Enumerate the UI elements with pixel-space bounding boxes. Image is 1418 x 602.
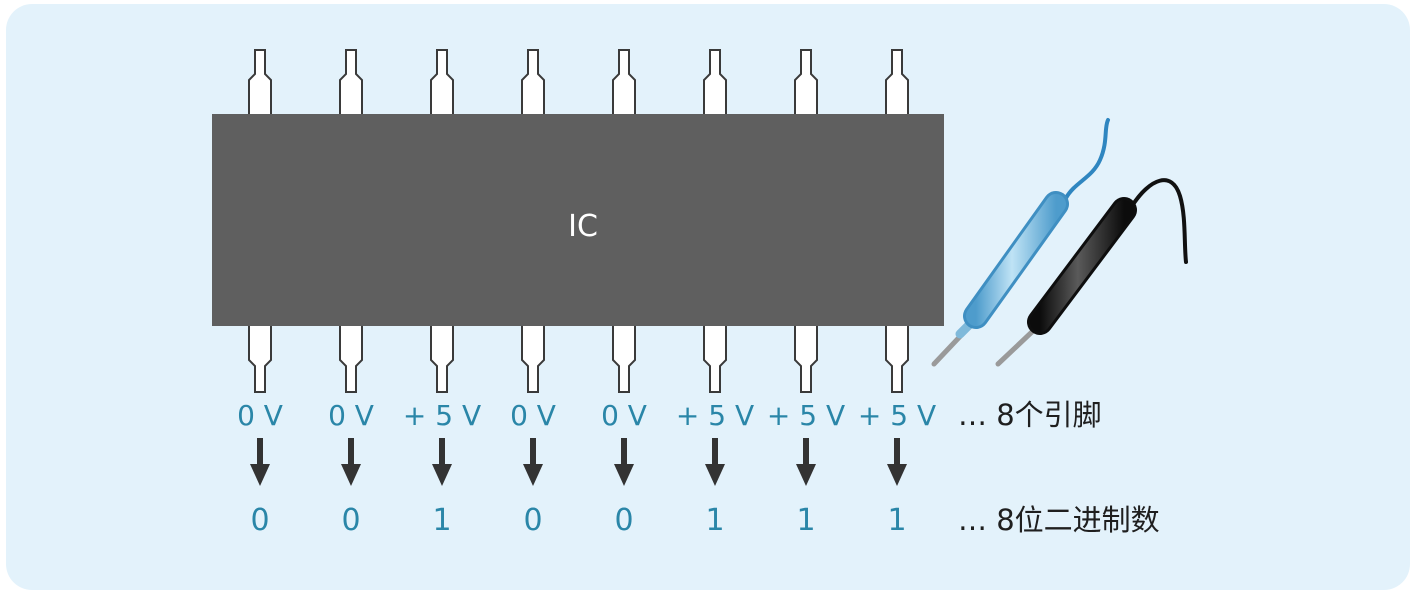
bottom-pin-7 (794, 323, 818, 393)
down-arrow-shaft (803, 438, 809, 466)
black-probe-shine (1030, 200, 1134, 332)
blue-probe-wire (1064, 118, 1110, 200)
binary-bit-label: 0 (614, 503, 633, 538)
binary-bit-label: 1 (705, 503, 724, 538)
pin-voltage-label: + 5 V (858, 399, 936, 432)
binary-bit-label: 1 (796, 503, 815, 538)
down-arrow-shaft (439, 438, 445, 466)
bottom-pin-1 (248, 323, 272, 393)
down-arrow-shaft (257, 438, 263, 466)
black-probe-wire (1130, 178, 1188, 264)
pin-voltage-label: 0 V (601, 399, 647, 432)
black-probe-icon (995, 178, 1188, 367)
bottom-pin-8 (885, 323, 909, 393)
down-arrow-icon (523, 464, 543, 486)
pin-voltage-label: 0 V (237, 399, 283, 432)
bits-note: … 8位二进制数 (958, 503, 1160, 537)
bottom-pin-6 (703, 323, 727, 393)
binary-bit-label: 1 (887, 503, 906, 538)
down-arrow-icon (705, 464, 725, 486)
ic-body (212, 114, 944, 326)
pin-voltage-label: 0 V (510, 399, 556, 432)
pin-voltage-label: + 5 V (767, 399, 845, 432)
bottom-pin-4 (521, 323, 545, 393)
black-probe-tip (995, 327, 1037, 367)
ic-label: IC (568, 209, 598, 244)
bottom-pin-3 (430, 323, 454, 393)
pin-voltage-label: + 5 V (676, 399, 754, 432)
down-arrow-icon (341, 464, 361, 486)
bit-label-row: 0 0 1 0 0 1 1 1 (250, 503, 906, 538)
blue-probe-icon (931, 118, 1110, 367)
binary-bit-label: 1 (432, 503, 451, 538)
binary-bit-label: 0 (523, 503, 542, 538)
down-arrow-shaft (348, 438, 354, 466)
down-arrow-icon (432, 464, 452, 486)
binary-bit-label: 0 (341, 503, 360, 538)
pin-voltage-label: + 5 V (403, 399, 481, 432)
voltage-label-row: 0 V 0 V + 5 V 0 V 0 V + 5 V + 5 V + 5 V (237, 399, 936, 432)
pins-note: … 8个引脚 (958, 398, 1102, 432)
down-arrow-shaft (621, 438, 627, 466)
down-arrow-icon (614, 464, 634, 486)
bottom-pin-row (248, 323, 909, 393)
arrow-row (250, 438, 907, 486)
pin-voltage-label: 0 V (328, 399, 374, 432)
binary-bit-label: 0 (250, 503, 269, 538)
down-arrow-icon (250, 464, 270, 486)
bottom-pin-5 (612, 323, 636, 393)
bottom-pin-2 (339, 323, 363, 393)
down-arrow-icon (796, 464, 816, 486)
blue-probe-shine (966, 194, 1066, 326)
down-arrow-icon (887, 464, 907, 486)
down-arrow-shaft (894, 438, 900, 466)
down-arrow-shaft (530, 438, 536, 466)
down-arrow-shaft (712, 438, 718, 466)
